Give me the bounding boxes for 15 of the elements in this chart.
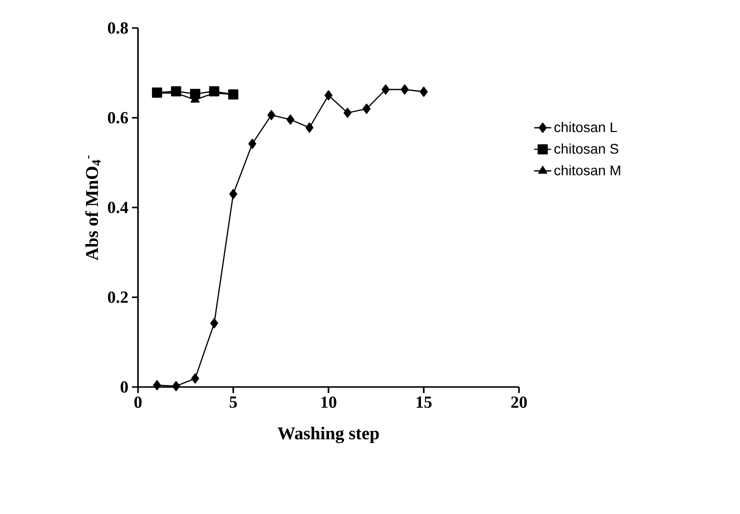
x-tick-label: 10 <box>321 396 336 408</box>
y-tick-label: 0.6 <box>108 112 128 124</box>
y-tick-label: 0.8 <box>108 22 128 34</box>
y-tick-label: 0 <box>120 381 128 393</box>
legend-label: chitosan S <box>554 144 618 154</box>
legend-label: chitosan M <box>554 165 620 176</box>
x-axis-title: Washing step <box>278 426 379 444</box>
y-tick-label: 0.2 <box>108 291 128 303</box>
x-tick-label: 20 <box>511 396 527 408</box>
x-tick-label: 0 <box>134 396 142 408</box>
legend-label: chitosan L <box>554 122 617 132</box>
x-tick-label: 15 <box>416 396 432 408</box>
y-axis-title: Abs of MnO$_{4}$- <box>85 155 100 260</box>
y-tick-label: 0.4 <box>108 202 128 214</box>
x-tick-label: 5 <box>230 396 237 408</box>
